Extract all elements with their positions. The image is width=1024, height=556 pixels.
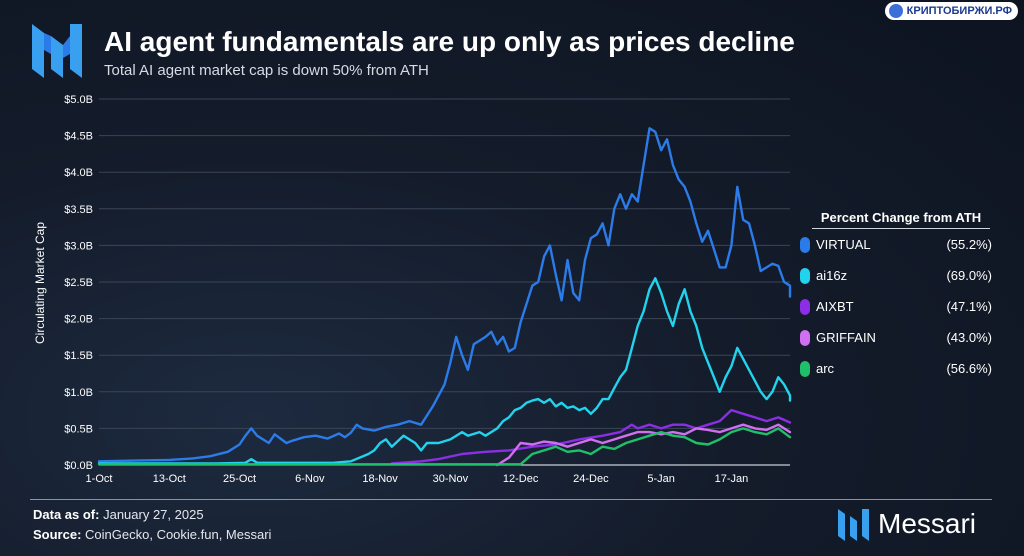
legend-item-griffain: GRIFFAIN (43.0%) (800, 322, 992, 353)
y-axis-label: Circulating Market Cap (33, 222, 47, 344)
legend-swatch (800, 361, 810, 377)
y-tick-label: $3.0B (64, 240, 93, 252)
legend-name: VIRTUAL (816, 237, 871, 252)
legend-name: arc (816, 361, 835, 376)
lock-icon (888, 4, 903, 18)
legend-value: (47.1%) (946, 299, 992, 314)
series-line-griffain (496, 423, 792, 467)
x-tick-label: 24-Dec (573, 473, 609, 485)
footer-source-value: CoinGecko, Cookie.fun, Messari (85, 527, 272, 542)
legend-swatch (800, 330, 810, 346)
y-tick-label: $4.0B (64, 167, 93, 179)
series-line-arc (97, 427, 792, 466)
x-tick-label: 1-Oct (86, 473, 113, 485)
x-tick-label: 13-Oct (153, 473, 186, 485)
legend-item-virtual: VIRTUAL (55.2%) (800, 229, 992, 260)
watermark-text: КРИПТОБИРЖИ.РФ (906, 5, 1012, 17)
legend-value: (69.0%) (946, 268, 992, 283)
x-tick-label: 30-Nov (433, 473, 469, 485)
page-title: AI agent fundamentals are up only as pri… (104, 26, 795, 57)
footer-source-label: Source: (33, 527, 82, 542)
x-tick-label: 12-Dec (503, 473, 539, 485)
legend-value: (56.6%) (946, 361, 992, 376)
series-line-ai16z (97, 277, 792, 465)
y-tick-label: $0.5B (64, 423, 93, 435)
legend-value: (43.0%) (946, 330, 992, 345)
y-tick-label: $0.0B (64, 460, 93, 472)
x-tick-label: 6-Nov (295, 473, 325, 485)
brand-name: Messari (878, 508, 977, 539)
y-tick-label: $1.5B (64, 350, 93, 362)
legend-swatch (800, 237, 810, 253)
legend-name: AIXBT (816, 299, 854, 314)
footer-date-value: January 27, 2025 (103, 507, 204, 522)
x-tick-label: 18-Nov (362, 473, 398, 485)
footer-divider (30, 499, 992, 500)
y-tick-label: $4.5B (64, 131, 93, 143)
footer-source: Source: CoinGecko, Cookie.fun, Messari (33, 527, 271, 542)
series-line-aixbt (390, 408, 792, 465)
footer-date: Data as of: January 27, 2025 (33, 507, 204, 522)
messari-brand-icon (838, 509, 869, 541)
chart-grid (99, 98, 790, 466)
legend-swatch (800, 268, 810, 284)
y-tick-label: $2.5B (64, 277, 93, 289)
footer-date-label: Data as of: (33, 507, 100, 522)
legend-item-aixbt: AIXBT (47.1%) (800, 291, 992, 322)
messari-logo-icon (32, 24, 82, 78)
legend-value: (55.2%) (946, 237, 992, 252)
legend-item-ai16z: ai16z (69.0%) (800, 260, 992, 291)
legend-title: Percent Change from ATH (812, 210, 990, 229)
legend-swatch (800, 299, 810, 315)
watermark-badge: КРИПТОБИРЖИ.РФ (884, 2, 1018, 20)
x-tick-label: 17-Jan (715, 473, 749, 485)
x-tick-label: 25-Oct (223, 473, 256, 485)
series-line-virtual (97, 127, 792, 463)
y-tick-label: $5.0B (64, 94, 93, 106)
legend-name: GRIFFAIN (816, 330, 876, 345)
y-axis-ticks: $0.0B $0.5B $1.0B $1.5B $2.0B $2.5B $3.0B $3.5B… (64, 94, 93, 472)
y-tick-label: $3.5B (64, 204, 93, 216)
legend-item-arc: arc (56.6%) (800, 353, 992, 384)
y-tick-label: $2.0B (64, 314, 93, 326)
page-subtitle: Total AI agent market cap is down 50% fr… (104, 62, 429, 79)
chart-legend: Percent Change from ATH VIRTUAL (55.2%) … (800, 210, 992, 384)
x-tick-label: 5-Jan (647, 473, 675, 485)
y-tick-label: $1.0B (64, 387, 93, 399)
legend-name: ai16z (816, 268, 848, 283)
chart-series (97, 127, 792, 467)
x-axis-ticks: 1-Oct 13-Oct 25-Oct 6-Nov 18-Nov 30-Nov 12-Dec… (86, 473, 749, 485)
